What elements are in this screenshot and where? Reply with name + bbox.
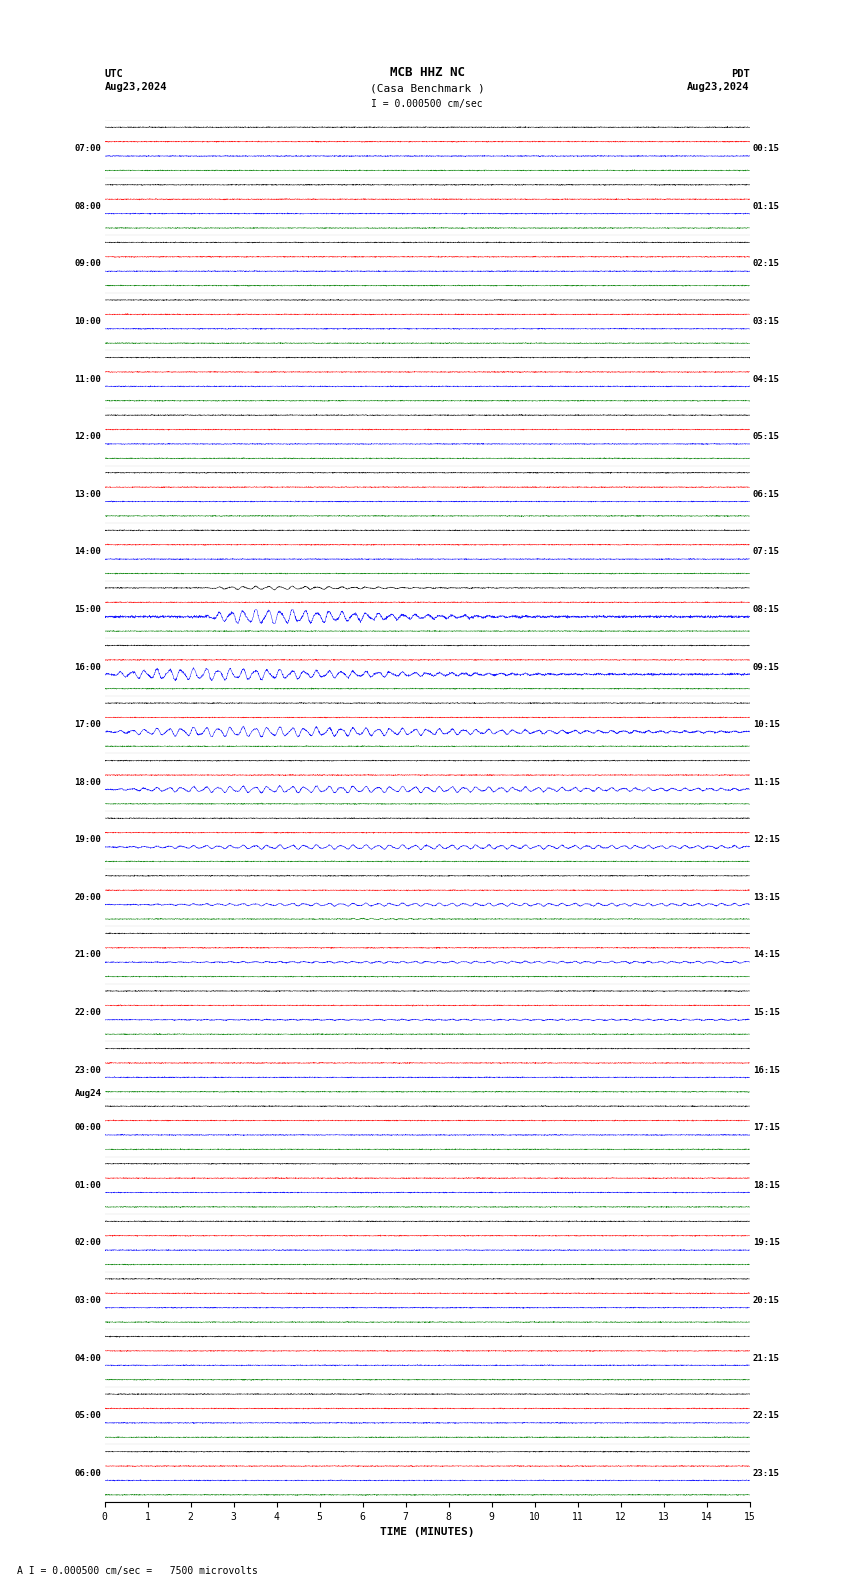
Text: 21:15: 21:15: [753, 1354, 779, 1362]
Text: 10:15: 10:15: [753, 721, 779, 729]
Text: Aug24: Aug24: [75, 1088, 101, 1098]
Text: 01:15: 01:15: [753, 201, 779, 211]
Text: Aug23,2024: Aug23,2024: [687, 82, 750, 92]
Text: 17:15: 17:15: [753, 1123, 779, 1133]
Text: 04:15: 04:15: [753, 375, 779, 383]
Text: 03:00: 03:00: [75, 1296, 101, 1305]
Text: 17:00: 17:00: [75, 721, 101, 729]
Text: 04:00: 04:00: [75, 1354, 101, 1362]
Text: 10:00: 10:00: [75, 317, 101, 326]
Text: 09:15: 09:15: [753, 662, 779, 672]
Text: I = 0.000500 cm/sec: I = 0.000500 cm/sec: [371, 98, 483, 109]
Text: MCB HHZ NC: MCB HHZ NC: [389, 65, 465, 79]
Text: 08:15: 08:15: [753, 605, 779, 615]
Text: 11:00: 11:00: [75, 375, 101, 383]
Text: PDT: PDT: [731, 68, 750, 79]
Text: 02:00: 02:00: [75, 1239, 101, 1248]
Text: (Casa Benchmark ): (Casa Benchmark ): [370, 84, 484, 93]
X-axis label: TIME (MINUTES): TIME (MINUTES): [380, 1527, 474, 1538]
Text: 23:00: 23:00: [75, 1066, 101, 1074]
Text: UTC: UTC: [105, 68, 123, 79]
Text: 18:15: 18:15: [753, 1180, 779, 1190]
Text: 20:15: 20:15: [753, 1296, 779, 1305]
Text: 14:15: 14:15: [753, 950, 779, 960]
Text: 07:15: 07:15: [753, 548, 779, 556]
Text: 18:00: 18:00: [75, 778, 101, 787]
Text: 07:00: 07:00: [75, 144, 101, 154]
Text: 00:15: 00:15: [753, 144, 779, 154]
Text: 13:00: 13:00: [75, 489, 101, 499]
Text: 03:15: 03:15: [753, 317, 779, 326]
Text: 16:00: 16:00: [75, 662, 101, 672]
Text: 14:00: 14:00: [75, 548, 101, 556]
Text: 15:15: 15:15: [753, 1007, 779, 1017]
Text: 02:15: 02:15: [753, 260, 779, 269]
Text: 00:00: 00:00: [75, 1123, 101, 1133]
Text: 11:15: 11:15: [753, 778, 779, 787]
Text: 13:15: 13:15: [753, 893, 779, 901]
Text: 21:00: 21:00: [75, 950, 101, 960]
Text: 12:15: 12:15: [753, 835, 779, 844]
Text: 22:00: 22:00: [75, 1007, 101, 1017]
Text: 16:15: 16:15: [753, 1066, 779, 1074]
Text: 15:00: 15:00: [75, 605, 101, 615]
Text: 05:15: 05:15: [753, 432, 779, 442]
Text: 06:00: 06:00: [75, 1468, 101, 1478]
Text: 01:00: 01:00: [75, 1180, 101, 1190]
Text: 22:15: 22:15: [753, 1411, 779, 1421]
Text: 06:15: 06:15: [753, 489, 779, 499]
Text: 23:15: 23:15: [753, 1468, 779, 1478]
Text: Aug23,2024: Aug23,2024: [105, 82, 167, 92]
Text: 20:00: 20:00: [75, 893, 101, 901]
Text: 05:00: 05:00: [75, 1411, 101, 1421]
Text: 09:00: 09:00: [75, 260, 101, 269]
Text: 19:00: 19:00: [75, 835, 101, 844]
Text: 08:00: 08:00: [75, 201, 101, 211]
Text: A I = 0.000500 cm/sec =   7500 microvolts: A I = 0.000500 cm/sec = 7500 microvolts: [17, 1567, 258, 1576]
Text: 19:15: 19:15: [753, 1239, 779, 1248]
Text: 12:00: 12:00: [75, 432, 101, 442]
